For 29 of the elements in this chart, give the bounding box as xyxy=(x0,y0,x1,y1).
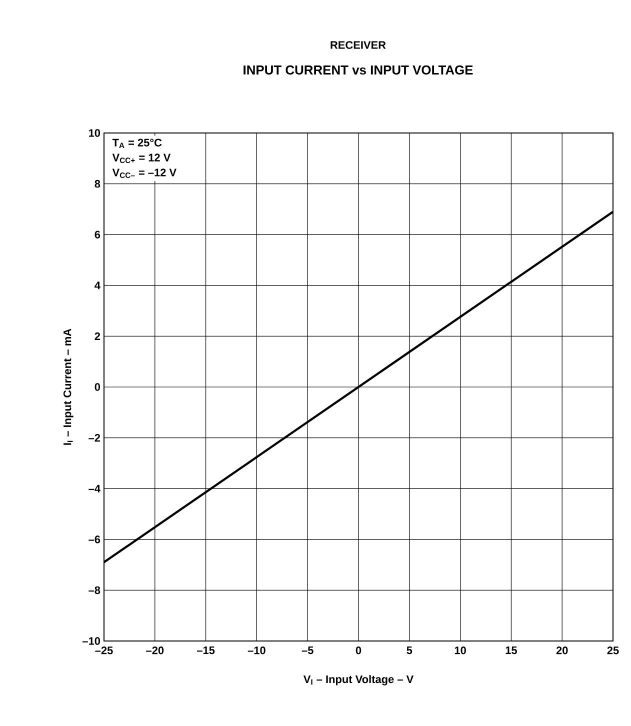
y-tick-label: –6 xyxy=(88,536,100,544)
x-tick-label: –5 xyxy=(302,646,314,654)
chart-title: RECEIVER xyxy=(330,41,386,49)
y-tick-label: 0 xyxy=(94,383,100,391)
x-tick-label: 25 xyxy=(607,646,619,654)
x-tick-label: –20 xyxy=(146,646,164,654)
y-axis-title: I$_{I}$ – Input Current – mA xyxy=(63,328,74,445)
x-tick-label: –10 xyxy=(248,646,266,654)
annotation: T$_{A}$ = 25°C xyxy=(112,138,162,148)
x-tick-label: –15 xyxy=(196,646,215,654)
y-tick-label: 6 xyxy=(94,230,100,238)
y-tick-label: 2 xyxy=(94,332,100,340)
y-tick-label: –8 xyxy=(88,586,100,594)
x-axis-title: V$_{I}$ – Input Voltage – V xyxy=(303,675,414,686)
y-tick-label: 8 xyxy=(94,180,100,188)
y-tick-label: –4 xyxy=(88,484,100,492)
y-tick-label: –10 xyxy=(82,637,100,645)
y-tick-label: –2 xyxy=(88,434,100,442)
annotation: V$_{CC+}$ = 12 V xyxy=(112,154,171,164)
y-tick-label: 4 xyxy=(94,282,100,290)
x-tick-label: 20 xyxy=(556,646,568,654)
chart-subtitle: INPUT CURRENT vs INPUT VOLTAGE xyxy=(244,65,473,75)
x-tick-label: 0 xyxy=(356,646,362,654)
annotation: V$_{CC–}$ = –12 V xyxy=(112,168,176,178)
y-tick-label: 10 xyxy=(88,129,100,137)
x-tick-label: 15 xyxy=(506,646,517,654)
x-tick-label: 10 xyxy=(454,646,466,654)
x-tick-label: 5 xyxy=(406,646,412,654)
x-tick-label: –25 xyxy=(95,646,113,654)
